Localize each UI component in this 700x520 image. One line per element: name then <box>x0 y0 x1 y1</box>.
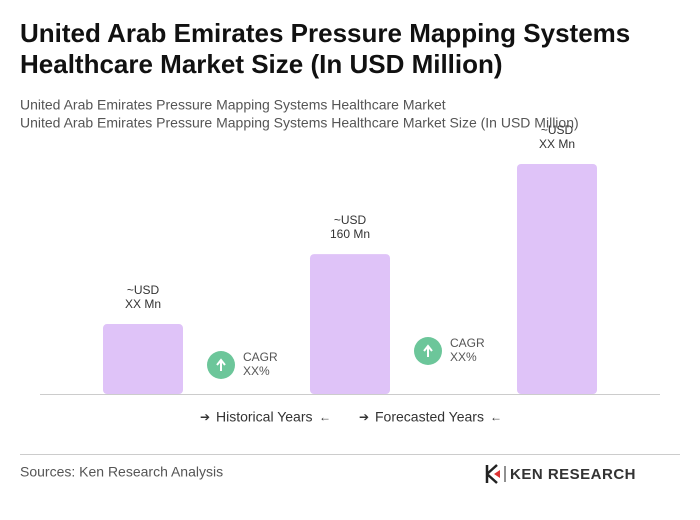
bar <box>517 164 597 394</box>
subtitle: United Arab Emirates Pressure Mapping Sy… <box>20 97 446 113</box>
cagr-label: CAGR <box>243 350 278 364</box>
value-label: ~USD XX Mn <box>539 123 575 151</box>
legend-arrow: ➔ <box>200 410 210 424</box>
subtitle: United Arab Emirates Pressure Mapping Sy… <box>20 115 579 131</box>
value-label: ~USD 160 Mn <box>330 213 370 241</box>
bar <box>310 254 390 394</box>
cagr-label: CAGR <box>450 336 485 350</box>
legend-arrow: ← <box>319 410 331 424</box>
bar <box>103 324 183 394</box>
legend-entry: Forecasted Years <box>375 409 484 425</box>
cagr-value: XX% <box>243 364 270 378</box>
cagr-arrow <box>423 344 433 357</box>
cagr-arrow <box>216 358 226 371</box>
logo: KEN RESEARCH <box>485 464 636 484</box>
value-label: ~USD XX Mn <box>125 283 161 311</box>
brand: KEN RESEARCH <box>510 466 636 483</box>
cagr-value: XX% <box>450 350 477 364</box>
legend-entry: Historical Years <box>216 409 313 425</box>
chart-title: United Arab Emirates Pressure Mapping Sy… <box>20 18 630 48</box>
legend-arrow: ← <box>490 410 502 424</box>
chart-title: Healthcare Market Size (In USD Million) <box>20 49 503 79</box>
source: Sources: Ken Research Analysis <box>20 464 223 480</box>
legend-arrow: ➔ <box>359 410 369 424</box>
